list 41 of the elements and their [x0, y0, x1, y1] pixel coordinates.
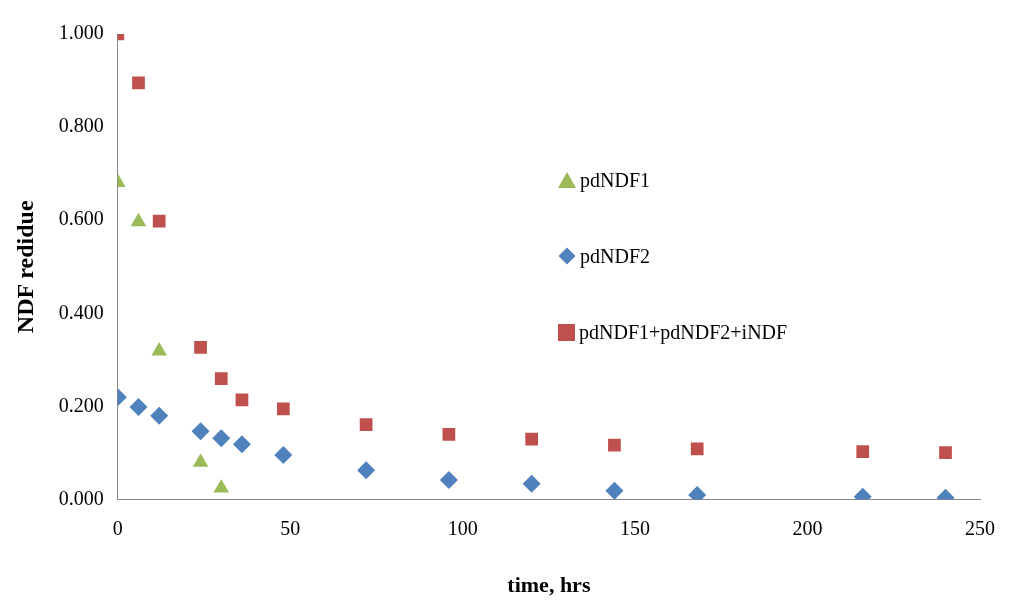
legend-label: pdNDF2	[580, 244, 651, 268]
point	[605, 481, 624, 500]
point	[130, 212, 147, 227]
y-tick-label: 0.200	[58, 393, 104, 416]
point	[194, 340, 207, 354]
y-tick-label: 0.800	[58, 114, 104, 137]
y-tick-label: 1.000	[58, 21, 104, 44]
point	[608, 438, 621, 452]
legend-label: pdNDF1	[580, 168, 651, 192]
point	[232, 435, 251, 454]
point	[939, 446, 952, 459]
point	[357, 461, 376, 480]
point	[132, 76, 145, 90]
x-axis-title: time, hrs	[507, 572, 591, 598]
x-tick-label: 100	[447, 516, 478, 539]
legend-label: pdNDF1+pdNDF2+iNDF	[579, 320, 788, 344]
point	[276, 402, 290, 416]
y-tick-label: 0.000	[58, 486, 104, 509]
x-tick-label: 0	[112, 516, 123, 539]
point	[359, 418, 373, 431]
point	[274, 445, 293, 464]
point	[212, 429, 231, 448]
x-tick-label: 200	[792, 516, 823, 539]
y-tick-label: 0.600	[58, 207, 104, 230]
y-tick-label: 0.400	[58, 300, 104, 323]
point	[150, 406, 169, 425]
x-tick-label: 50	[280, 516, 301, 539]
point	[151, 342, 167, 356]
point	[191, 422, 210, 441]
point	[439, 471, 458, 490]
point	[525, 432, 539, 446]
point	[129, 397, 148, 416]
point	[214, 372, 228, 385]
point	[856, 445, 870, 459]
point	[522, 474, 541, 493]
point	[152, 214, 166, 228]
x-tick-label: 250	[965, 516, 995, 539]
point	[442, 428, 456, 441]
x-tick-label: 150	[620, 516, 651, 539]
y-axis-title: NDF redidue	[11, 200, 38, 334]
point	[690, 442, 704, 456]
